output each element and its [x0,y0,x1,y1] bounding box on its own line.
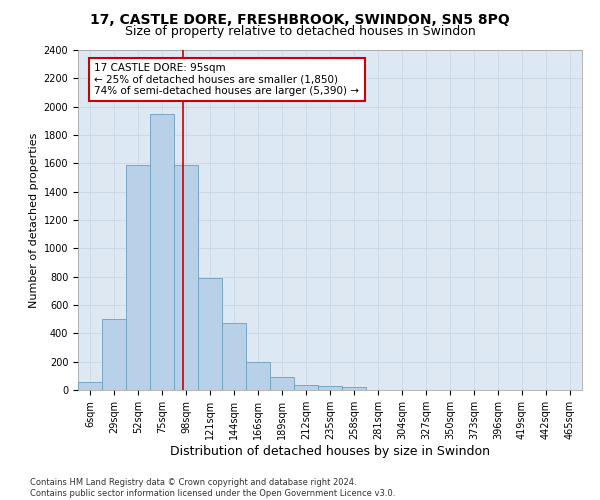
Bar [174,165,198,390]
Bar [342,387,366,390]
Bar [150,114,174,390]
Bar [102,319,126,390]
Bar [198,278,222,390]
Text: 17, CASTLE DORE, FRESHBROOK, SWINDON, SN5 8PQ: 17, CASTLE DORE, FRESHBROOK, SWINDON, SN… [90,12,510,26]
Y-axis label: Number of detached properties: Number of detached properties [29,132,40,308]
Bar [126,165,150,390]
Bar [78,382,102,390]
Text: Size of property relative to detached houses in Swindon: Size of property relative to detached ho… [125,25,475,38]
X-axis label: Distribution of detached houses by size in Swindon: Distribution of detached houses by size … [170,444,490,458]
Bar [246,362,270,390]
Text: Contains HM Land Registry data © Crown copyright and database right 2024.
Contai: Contains HM Land Registry data © Crown c… [30,478,395,498]
Bar [318,386,342,390]
Bar [270,378,294,390]
Bar [294,385,318,390]
Bar [222,324,246,390]
Text: 17 CASTLE DORE: 95sqm
← 25% of detached houses are smaller (1,850)
74% of semi-d: 17 CASTLE DORE: 95sqm ← 25% of detached … [94,62,359,96]
